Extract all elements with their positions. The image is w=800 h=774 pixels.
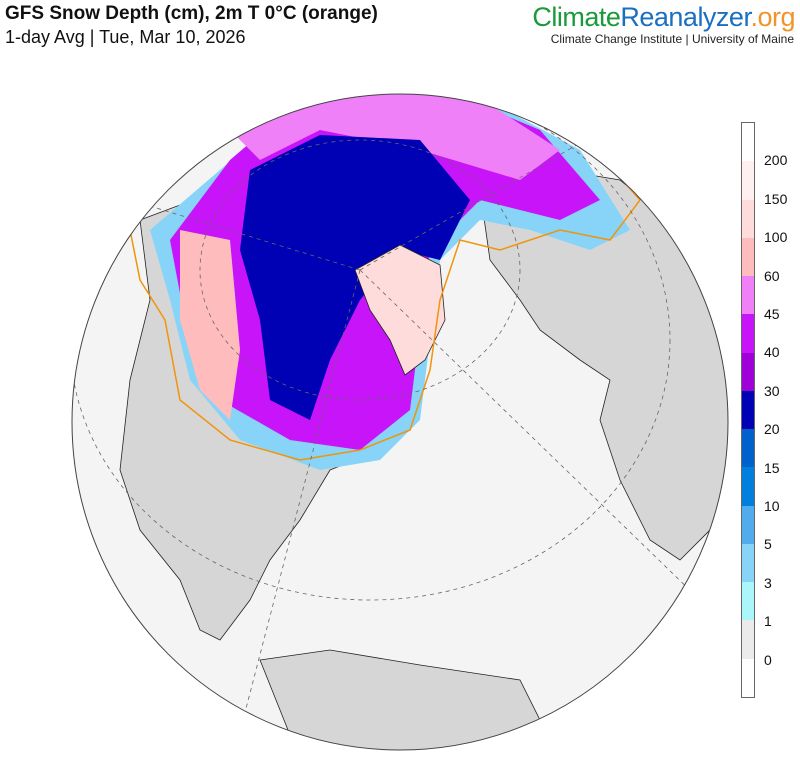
land-south-america <box>259 649 561 750</box>
colorbar-label: 30 <box>764 382 780 399</box>
freezing-line <box>129 94 641 461</box>
colorbar-label: 5 <box>764 536 772 553</box>
logo-part: Reanalyzer <box>620 2 751 32</box>
colorbar-label: 150 <box>764 190 788 207</box>
colorbar-label: 100 <box>764 229 788 246</box>
colorbar-segment <box>742 467 754 506</box>
colorbar-segment <box>742 199 754 238</box>
colorbar-segment <box>742 161 754 200</box>
institution-label: Climate Change Institute | University of… <box>550 32 794 46</box>
colorbar-segment <box>742 429 754 468</box>
colorbar-segment <box>742 620 754 659</box>
colorbar-label: 3 <box>764 574 772 591</box>
colorbar-segment <box>742 543 754 583</box>
climate-reanalyzer-logo[interactable]: ClimateReanalyzer.org <box>532 2 795 33</box>
colorbar <box>741 122 755 698</box>
colorbar-segment <box>742 505 754 544</box>
greenland-icesheet <box>354 244 446 376</box>
colorbar-segment <box>742 276 754 315</box>
colorbar-label: 15 <box>764 459 780 476</box>
colorbar-label: 0 <box>764 651 772 668</box>
colorbar-label: 1 <box>764 613 772 630</box>
colorbar-segment <box>742 582 754 621</box>
colorbar-label: 10 <box>764 498 780 514</box>
map-title: GFS Snow Depth (cm), 2m T 0°C (orange) <box>5 3 378 24</box>
snow-deep-pink <box>180 230 240 420</box>
globe-outline <box>71 93 729 751</box>
colorbar-label: 200 <box>764 152 788 169</box>
colorbar-label: 60 <box>764 267 780 284</box>
colorbar-segment <box>742 237 754 277</box>
colorbar-segment <box>742 314 754 353</box>
snow-navy <box>240 135 470 420</box>
map-subtitle: 1-day Avg | Tue, Mar 10, 2026 <box>5 27 246 47</box>
colorbar-label: 40 <box>764 344 780 361</box>
colorbar-label: 45 <box>764 306 780 322</box>
colorbar-label: 20 <box>764 421 780 438</box>
colorbar-segment <box>742 390 754 430</box>
colorbar-segment <box>742 123 754 162</box>
logo-part: Climate <box>532 2 621 32</box>
colorbar-segment <box>742 658 754 697</box>
logo-part: .org <box>750 2 795 32</box>
colorbar-segment <box>742 352 754 391</box>
